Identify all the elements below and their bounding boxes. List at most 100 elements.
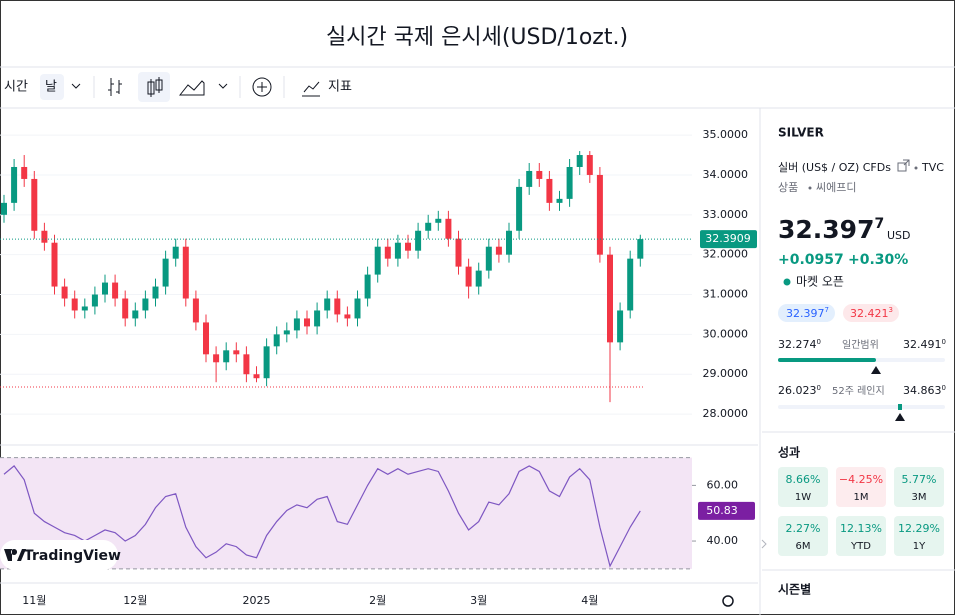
candle-body	[405, 242, 411, 251]
period[interactable]: 날	[45, 80, 57, 95]
svg-text:26.0230: 26.0230	[778, 384, 821, 397]
performance-title: 성과	[778, 445, 800, 460]
ask-sup: 3	[889, 306, 893, 314]
dot	[914, 166, 918, 170]
perf-value: −4.25%	[839, 473, 883, 486]
perf-tile	[778, 467, 828, 507]
perf-period: 1W	[795, 492, 811, 503]
perf-tile	[778, 516, 828, 556]
candle-body	[324, 298, 331, 311]
day-high: 32.491	[903, 338, 942, 351]
rsi-line	[3, 465, 641, 568]
bars-icon[interactable]	[108, 78, 122, 96]
candle-body	[445, 218, 452, 239]
perf-value: 12.13%	[840, 522, 882, 535]
add-icon[interactable]	[257, 82, 267, 92]
candle-body	[576, 155, 583, 167]
candle-body	[556, 198, 563, 203]
candle-body	[304, 318, 310, 327]
y-tick-label: 32.0000	[703, 248, 749, 261]
perf-tile	[894, 467, 944, 507]
y-tick-label: 29.0000	[703, 367, 749, 380]
price-sup: 7	[874, 216, 884, 232]
candle-body	[465, 266, 472, 287]
chevron[interactable]	[218, 83, 228, 89]
expand[interactable]	[761, 539, 767, 549]
candle-body	[41, 230, 48, 243]
candle-body	[1, 202, 7, 215]
settings[interactable]	[722, 595, 734, 607]
perf-value: 8.66%	[786, 473, 821, 486]
day-low-sup: 0	[817, 338, 821, 346]
year-high-sup: 0	[942, 384, 946, 392]
candle-body	[192, 298, 199, 323]
candle-body	[455, 238, 462, 267]
perf-tile	[836, 467, 886, 507]
y-tick-label: 33.0000	[703, 208, 749, 221]
candle-body	[384, 246, 391, 259]
add-icon[interactable]	[252, 77, 272, 97]
candle-body	[394, 242, 401, 259]
chevron[interactable]	[71, 83, 81, 89]
candle-body	[364, 274, 371, 299]
candle-body	[607, 254, 613, 343]
day-pointer	[871, 366, 881, 374]
svg-text:32.2740: 32.2740	[778, 338, 821, 351]
bid: 32.397	[786, 307, 825, 320]
candle-body	[596, 174, 603, 255]
day-fill	[778, 358, 876, 362]
candle-body	[435, 218, 442, 223]
bid-sup: 7	[825, 306, 829, 314]
candle-body	[233, 350, 240, 355]
candle-body	[566, 166, 573, 199]
candle-body	[71, 298, 78, 311]
rsi-tick-label: 40.00	[707, 534, 739, 547]
period-bg[interactable]	[40, 74, 64, 100]
y-tick-label: 30.0000	[703, 327, 749, 340]
candle-body	[526, 170, 533, 187]
candle-body	[475, 270, 482, 287]
candle-body	[263, 346, 270, 379]
link-icon[interactable]	[897, 159, 910, 172]
category: 상품	[778, 181, 798, 194]
x-tick-label: 12월	[123, 594, 147, 607]
area-icon[interactable]	[178, 80, 205, 96]
price: 32.397	[778, 215, 874, 244]
performance: 8.66% 1W −4.25% 1M 5.77% 3M 2.27% 6M 12.13% YTD 12…	[778, 467, 944, 556]
candle-body	[273, 334, 280, 347]
interval[interactable]: 시간	[4, 80, 28, 95]
y-tick-label: 28.0000	[703, 407, 749, 420]
year-high: 34.863	[903, 384, 942, 397]
indicators[interactable]: 지표	[328, 80, 352, 95]
exchange: TVC	[921, 161, 944, 174]
chart: 28.0000 29.0000 30.0000 31.0000 32.0000 33.00…	[0, 128, 757, 607]
candle-body	[152, 286, 159, 299]
svg-text:34.8630: 34.8630	[903, 384, 946, 397]
x-tick-label: 2025	[243, 594, 271, 607]
status-dot	[783, 278, 791, 286]
candle-body	[132, 310, 139, 319]
perf-period: YTD	[850, 541, 871, 552]
x-tick-label: 4월	[581, 594, 598, 607]
candle-body	[142, 298, 149, 311]
candle-icon[interactable]	[147, 77, 163, 97]
candle-body	[253, 374, 260, 379]
candle-body	[425, 222, 432, 231]
perf-value: 2.27%	[786, 522, 821, 535]
perf-period: 3M	[912, 492, 927, 503]
candle-body	[162, 258, 169, 287]
indicator-icon[interactable]	[302, 81, 320, 97]
candle-body	[354, 298, 361, 319]
y-tick-label: 34.0000	[703, 168, 749, 181]
candle-body	[495, 246, 502, 255]
ask-pill	[843, 304, 899, 322]
svg-text:32.4910: 32.4910	[903, 338, 946, 351]
x-tick-label: 2월	[369, 594, 386, 607]
year-low: 26.023	[778, 384, 817, 397]
candle-body	[243, 354, 250, 375]
candle-body	[11, 166, 18, 203]
candle-body	[122, 298, 129, 319]
perf-period: 1Y	[913, 541, 926, 552]
